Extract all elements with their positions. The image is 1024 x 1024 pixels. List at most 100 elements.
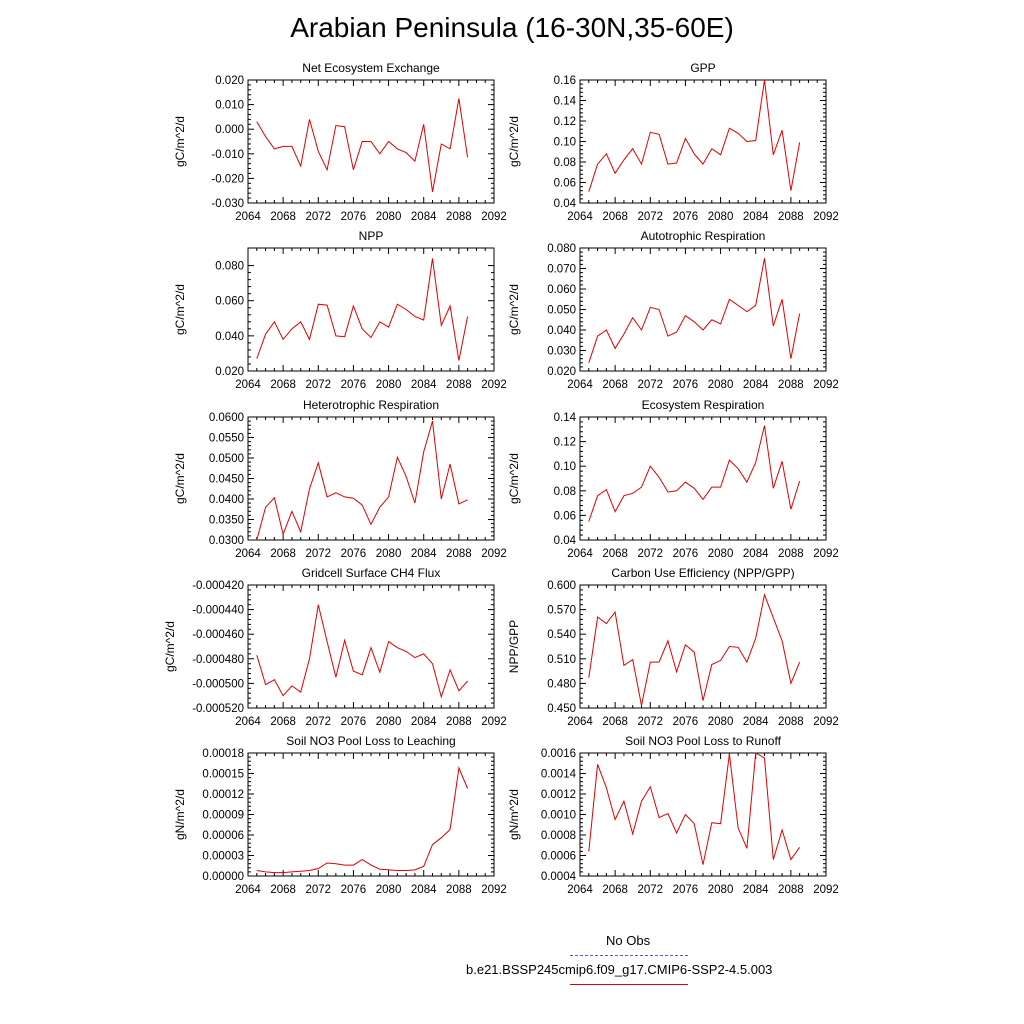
y-tick-label: 0.0004 xyxy=(541,871,577,883)
x-tick-label: 2064 xyxy=(235,716,261,728)
x-tick-label: 2076 xyxy=(341,379,367,391)
x-tick-label: 2072 xyxy=(637,548,663,560)
x-tick-label: 2080 xyxy=(376,379,402,391)
x-tick-label: 2080 xyxy=(708,211,734,223)
x-tick-label: 2084 xyxy=(743,211,769,223)
x-tick-label: 2080 xyxy=(376,716,402,728)
y-tick-label: 0.00018 xyxy=(202,748,244,760)
x-tick-label: 2072 xyxy=(305,716,331,728)
x-tick-label: 2088 xyxy=(446,884,472,896)
x-tick-label: 2072 xyxy=(637,211,663,223)
x-tick-label: 2064 xyxy=(567,548,593,560)
y-tick-label: 0.040 xyxy=(215,331,244,343)
x-tick-label: 2080 xyxy=(376,211,402,223)
x-tick-label: 2072 xyxy=(305,884,331,896)
y-tick-label: 0.010 xyxy=(215,100,244,112)
x-tick-label: 2064 xyxy=(235,548,261,560)
y-tick-label: 0.0016 xyxy=(541,748,576,760)
y-tick-label: 0.14 xyxy=(554,412,577,424)
x-tick-label: 2068 xyxy=(270,548,296,560)
x-tick-label: 2092 xyxy=(481,884,507,896)
y-tick-label: 0.14 xyxy=(554,96,577,108)
y-tick-label: 0.060 xyxy=(547,284,576,296)
series-line xyxy=(256,604,468,699)
x-tick-label: 2064 xyxy=(235,379,261,391)
panel-title: Net Ecosystem Exchange xyxy=(302,61,440,75)
y-tick-label: 0.600 xyxy=(547,580,576,592)
plot-frame xyxy=(247,247,495,372)
y-tick-label: 0.0400 xyxy=(209,494,244,506)
x-tick-label: 2080 xyxy=(376,548,402,560)
x-tick-label: 2084 xyxy=(743,716,769,728)
x-tick-label: 2092 xyxy=(813,548,839,560)
x-tick-label: 2072 xyxy=(637,379,663,391)
series-line xyxy=(256,258,469,361)
y-tick-label: 0.00006 xyxy=(202,830,244,842)
series-line xyxy=(256,420,468,541)
x-tick-label: 2068 xyxy=(602,716,628,728)
plot-frame xyxy=(579,752,827,877)
y-tick-label: -0.000420 xyxy=(192,580,244,592)
y-tick-label: -0.020 xyxy=(211,173,244,185)
x-tick-label: 2068 xyxy=(270,716,296,728)
x-tick-label: 2092 xyxy=(481,548,507,560)
y-tick-label: 0.12 xyxy=(554,437,576,449)
series-line xyxy=(588,258,801,363)
y-tick-label: 0.04 xyxy=(554,535,577,547)
x-tick-label: 2068 xyxy=(270,211,296,223)
y-tick-label: 0.00000 xyxy=(202,871,244,883)
y-tick-label: 0.0010 xyxy=(541,810,576,822)
x-tick-label: 2088 xyxy=(446,716,472,728)
y-tick-label: 0.080 xyxy=(215,261,244,273)
x-tick-label: 2076 xyxy=(341,211,367,223)
y-tick-label: 0.06 xyxy=(554,178,576,190)
y-tick-label: 0.030 xyxy=(547,346,576,358)
page-title: Arabian Peninsula (16-30N,35-60E) xyxy=(290,12,734,43)
x-tick-label: 2076 xyxy=(341,884,367,896)
y-tick-label: 0.10 xyxy=(554,137,576,149)
x-tick-label: 2072 xyxy=(637,884,663,896)
x-tick-label: 2092 xyxy=(813,716,839,728)
x-tick-label: 2084 xyxy=(743,379,769,391)
x-tick-label: 2064 xyxy=(235,884,261,896)
y-tick-label: 0.12 xyxy=(554,116,576,128)
x-tick-label: 2068 xyxy=(602,884,628,896)
plot-frame xyxy=(247,416,495,541)
y-axis-label: gC/m^2/d xyxy=(507,116,521,167)
panel-title: Carbon Use Efficiency (NPP/GPP) xyxy=(611,566,794,580)
x-tick-label: 2088 xyxy=(778,211,804,223)
x-tick-label: 2068 xyxy=(602,548,628,560)
y-tick-label: 0.020 xyxy=(215,75,244,87)
y-axis-label: gC/m^2/d xyxy=(173,284,187,335)
series-line xyxy=(588,593,801,706)
series-line xyxy=(256,98,469,192)
x-tick-label: 2072 xyxy=(637,716,663,728)
panel-title: Gridcell Surface CH4 Flux xyxy=(302,566,441,580)
y-tick-label: 0.0450 xyxy=(209,474,244,486)
y-axis-label: gC/m^2/d xyxy=(173,116,187,167)
x-tick-label: 2092 xyxy=(481,716,507,728)
y-tick-label: 0.0350 xyxy=(209,515,244,527)
y-axis-label: gN/m^2/d xyxy=(507,789,521,840)
x-tick-label: 2088 xyxy=(446,211,472,223)
y-tick-label: 0.00003 xyxy=(202,851,244,863)
x-tick-label: 2088 xyxy=(446,379,472,391)
panel-title: Soil NO3 Pool Loss to Leaching xyxy=(286,734,455,748)
y-axis-label: NPP/GPP xyxy=(507,620,521,673)
x-tick-label: 2084 xyxy=(411,884,437,896)
y-axis-label: gC/m^2/d xyxy=(507,453,521,504)
x-tick-label: 2068 xyxy=(602,379,628,391)
y-tick-label: 0.020 xyxy=(547,366,576,378)
y-tick-label: 0.0014 xyxy=(541,769,577,781)
y-tick-label: -0.000520 xyxy=(192,703,244,715)
panel-title: Ecosystem Respiration xyxy=(642,398,765,412)
x-tick-label: 2072 xyxy=(305,211,331,223)
x-tick-label: 2092 xyxy=(481,211,507,223)
y-tick-label: 0.0600 xyxy=(209,412,244,424)
y-tick-label: 0.0550 xyxy=(209,433,244,445)
panel-title: Heterotrophic Respiration xyxy=(303,398,439,412)
x-tick-label: 2076 xyxy=(341,548,367,560)
x-tick-label: 2064 xyxy=(567,716,593,728)
x-tick-label: 2064 xyxy=(567,379,593,391)
y-tick-label: 0.06 xyxy=(554,510,576,522)
